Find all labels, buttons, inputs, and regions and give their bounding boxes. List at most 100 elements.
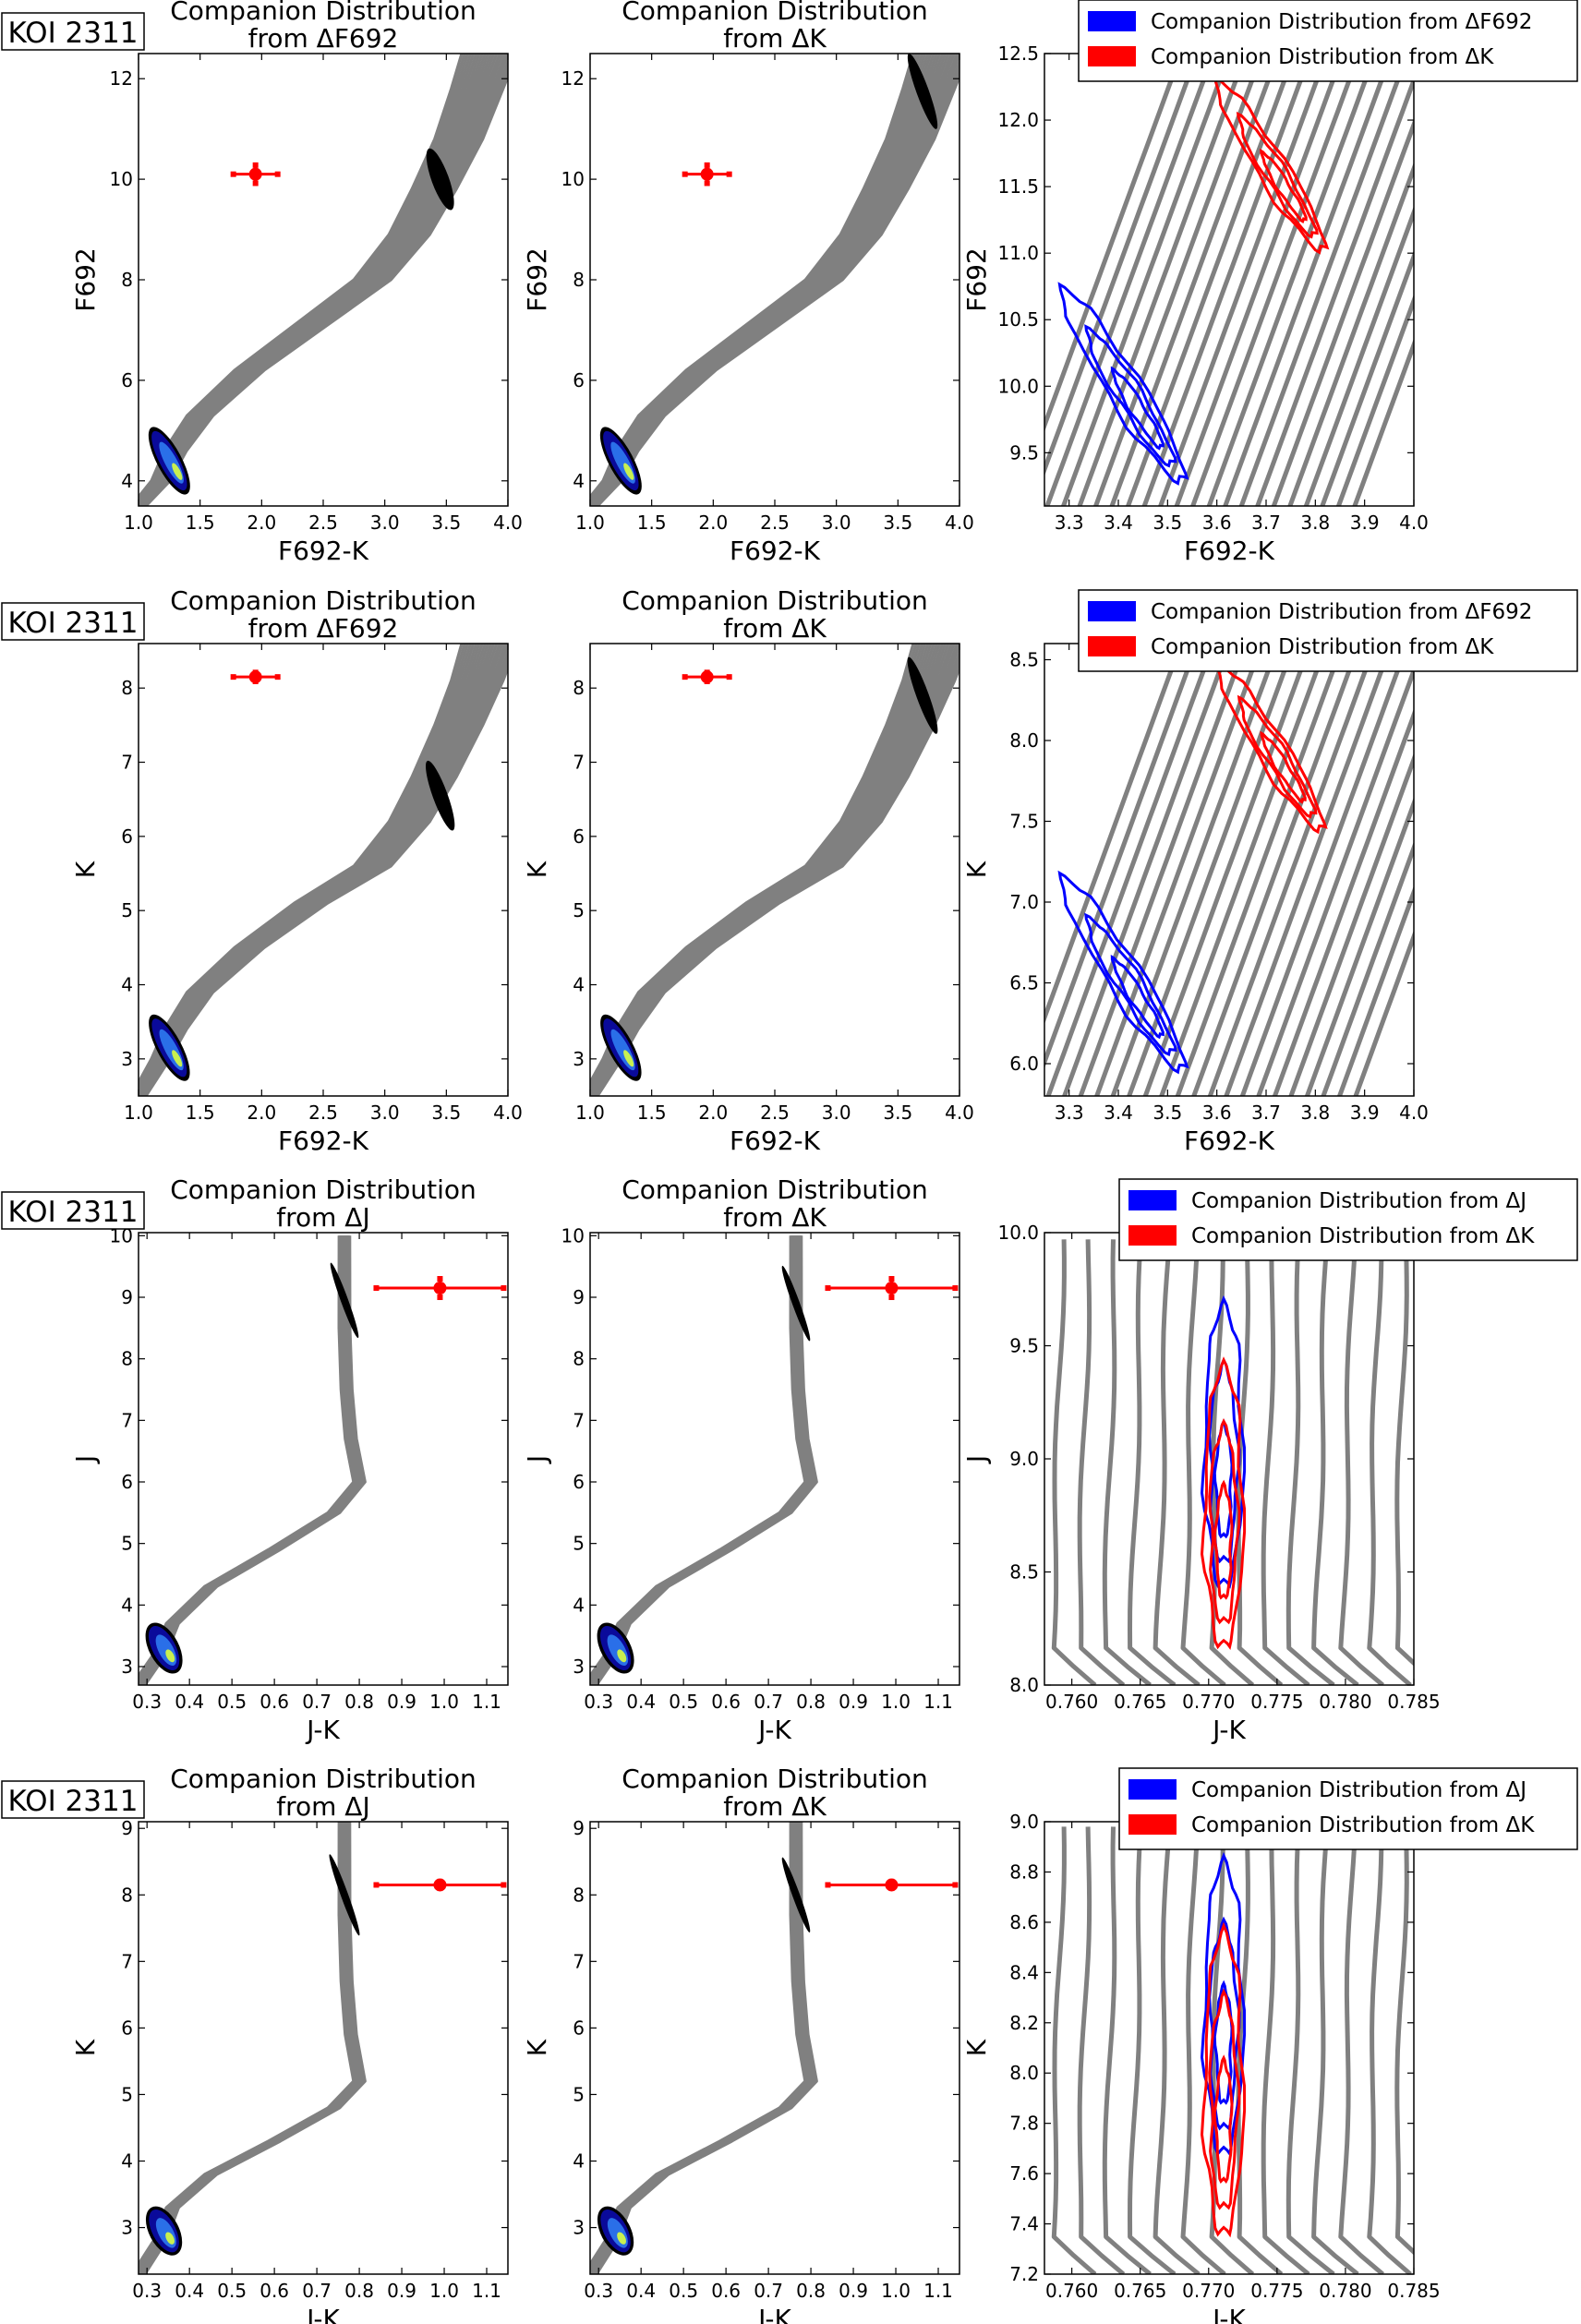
primary-errorbar (825, 1276, 959, 1300)
y-tick-label: 5 (121, 2083, 133, 2105)
panel-2-0: 0.3 0.4 0.5 0.6 0.7 0.8 0.9 1.0 1.1345678910J-KJ… (1, 1174, 509, 1745)
blob-outer (330, 1262, 359, 1339)
x-tick-label: 0.4 (175, 1691, 204, 1713)
panel-title: Companion Distribution (622, 1764, 928, 1794)
isochrone-track (590, 644, 941, 1096)
y-tick-label: 6.0 (1009, 1053, 1039, 1075)
y-tick-label: 6 (121, 2017, 133, 2039)
contour-line (1213, 2054, 1234, 2185)
isochrone-track (1060, 54, 1232, 506)
y-tick-label: 10 (110, 168, 133, 190)
y-tick-label: 3 (573, 1048, 585, 1070)
errorbar-cap (704, 162, 710, 168)
x-tick-label: 0.6 (711, 2280, 741, 2302)
contour-line (1057, 870, 1189, 1075)
companion-blob (597, 2206, 634, 2256)
isochrone-track (1272, 708, 1414, 1096)
y-tick-label: 5 (573, 899, 585, 921)
y-axis-label: J (961, 1455, 992, 1464)
isochrone-track (1153, 1239, 1201, 1685)
y-tick-label: 12 (110, 67, 133, 90)
isochrone-track (1110, 644, 1281, 1096)
koi-label: KOI 2311 (8, 1196, 139, 1229)
isochrone-track (1311, 1239, 1359, 1685)
blob-outer (907, 656, 938, 734)
isochrone-track (1109, 54, 1281, 506)
y-tick-label: 8.6 (1009, 1911, 1039, 1933)
errorbar-cap (825, 1285, 831, 1291)
companion-blob (907, 54, 938, 129)
isochrone-track (1320, 249, 1414, 506)
isochrone-track (1271, 117, 1414, 506)
isochrone-track (1285, 1826, 1335, 2274)
x-tick-label: 2.0 (698, 512, 728, 534)
x-tick-label: 3.4 (1104, 1102, 1133, 1124)
isochrone-track (139, 1822, 364, 2274)
panel-2-1: 0.3 0.4 0.5 0.6 0.7 0.8 0.9 1.0 1.1 3 4 5 6 7 8 9 10 J-K J… (522, 1174, 960, 1745)
panel-title-line2: from ΔK (723, 23, 827, 54)
y-tick-label: 9.0 (1009, 1448, 1039, 1470)
legend-entry: Companion Distribution from ΔK (1151, 635, 1494, 659)
isochrone-track (139, 1235, 358, 1684)
y-axis-label: K (70, 2039, 101, 2056)
legend: Companion Distribution from ΔF692 Compani… (1078, 0, 1578, 82)
y-tick-label: 9.5 (1009, 1335, 1039, 1357)
isochrone-track (590, 644, 938, 1096)
y-tick-label: 8.2 (1009, 2012, 1039, 2034)
blob-core (617, 2232, 626, 2245)
x-axis-label: F692-K (278, 1126, 369, 1156)
y-tick-label: 8 (573, 1884, 585, 1906)
y-tick-label: 8 (573, 269, 585, 291)
legend-swatch (1088, 601, 1136, 621)
isochrone-track (143, 1822, 367, 2274)
isochrone-track (1044, 54, 1184, 432)
errorbar-point (885, 1282, 899, 1294)
y-tick-label: 10.0 (997, 1222, 1039, 1244)
plot-area (590, 644, 959, 1096)
legend-entry: Companion Distribution from ΔF692 (1151, 600, 1532, 624)
x-tick-label: 3.3 (1055, 512, 1084, 534)
errorbar-cap (274, 171, 281, 177)
koi-label-box (1, 602, 145, 641)
isochrone-track (1261, 1239, 1310, 1685)
isochrone-track (1422, 1239, 1467, 1685)
y-axis-label: F692 (522, 247, 552, 312)
x-tick-label: 0.4 (175, 2280, 204, 2302)
koi-label-box (1, 12, 145, 51)
errorbar-cap (274, 674, 281, 680)
x-tick-label: 3.0 (822, 1102, 851, 1124)
y-tick-label: 8 (121, 1348, 133, 1370)
isochrone-track (1077, 1239, 1126, 1685)
errorbar-cap (252, 162, 259, 168)
isochrone-track (593, 1822, 816, 2274)
x-tick-label: 1.5 (637, 512, 667, 534)
legend-entry: Companion Distribution from ΔK (1151, 45, 1494, 69)
y-tick-label: 7.5 (1009, 811, 1039, 833)
panel-1-1: 1.0 1.5 2.0 2.5 3.0 3.5 4.0 3 4 5 6 7 8 F692-K K Compan… (522, 585, 974, 1156)
y-tick-label: 8 (573, 677, 585, 699)
y-tick-label: 3 (121, 1048, 133, 1070)
blob-core (172, 463, 183, 480)
x-tick-label: 0.5 (217, 1691, 247, 1713)
isochrone-track (1078, 644, 1249, 1096)
x-axis-label: F692-K (1184, 1126, 1275, 1156)
axes-frame (589, 1821, 960, 2275)
y-tick-label: 6.5 (1009, 972, 1039, 994)
x-tick-label: 0.785 (1387, 2280, 1440, 2302)
isochrone-track (1141, 54, 1313, 506)
x-tick-label: 0.5 (669, 1691, 698, 1713)
isochrone-track (1051, 1239, 1097, 1685)
x-tick-label: 0.7 (754, 2280, 783, 2302)
legend-entry: Companion Distribution from ΔF692 (1151, 10, 1532, 34)
isochrone-track (1180, 1826, 1226, 2274)
isochrone-track (1102, 1826, 1152, 2274)
koi-label: KOI 2311 (8, 607, 139, 640)
isochrone-track (1102, 1239, 1152, 1685)
primary-errorbar (682, 669, 732, 684)
panel-title-line2: from ΔK (723, 613, 827, 644)
x-tick-label: 0.3 (132, 1691, 162, 1713)
isochrone-track (140, 1822, 365, 2274)
errorbar-cap (373, 1882, 380, 1888)
contour-line (1214, 658, 1328, 835)
